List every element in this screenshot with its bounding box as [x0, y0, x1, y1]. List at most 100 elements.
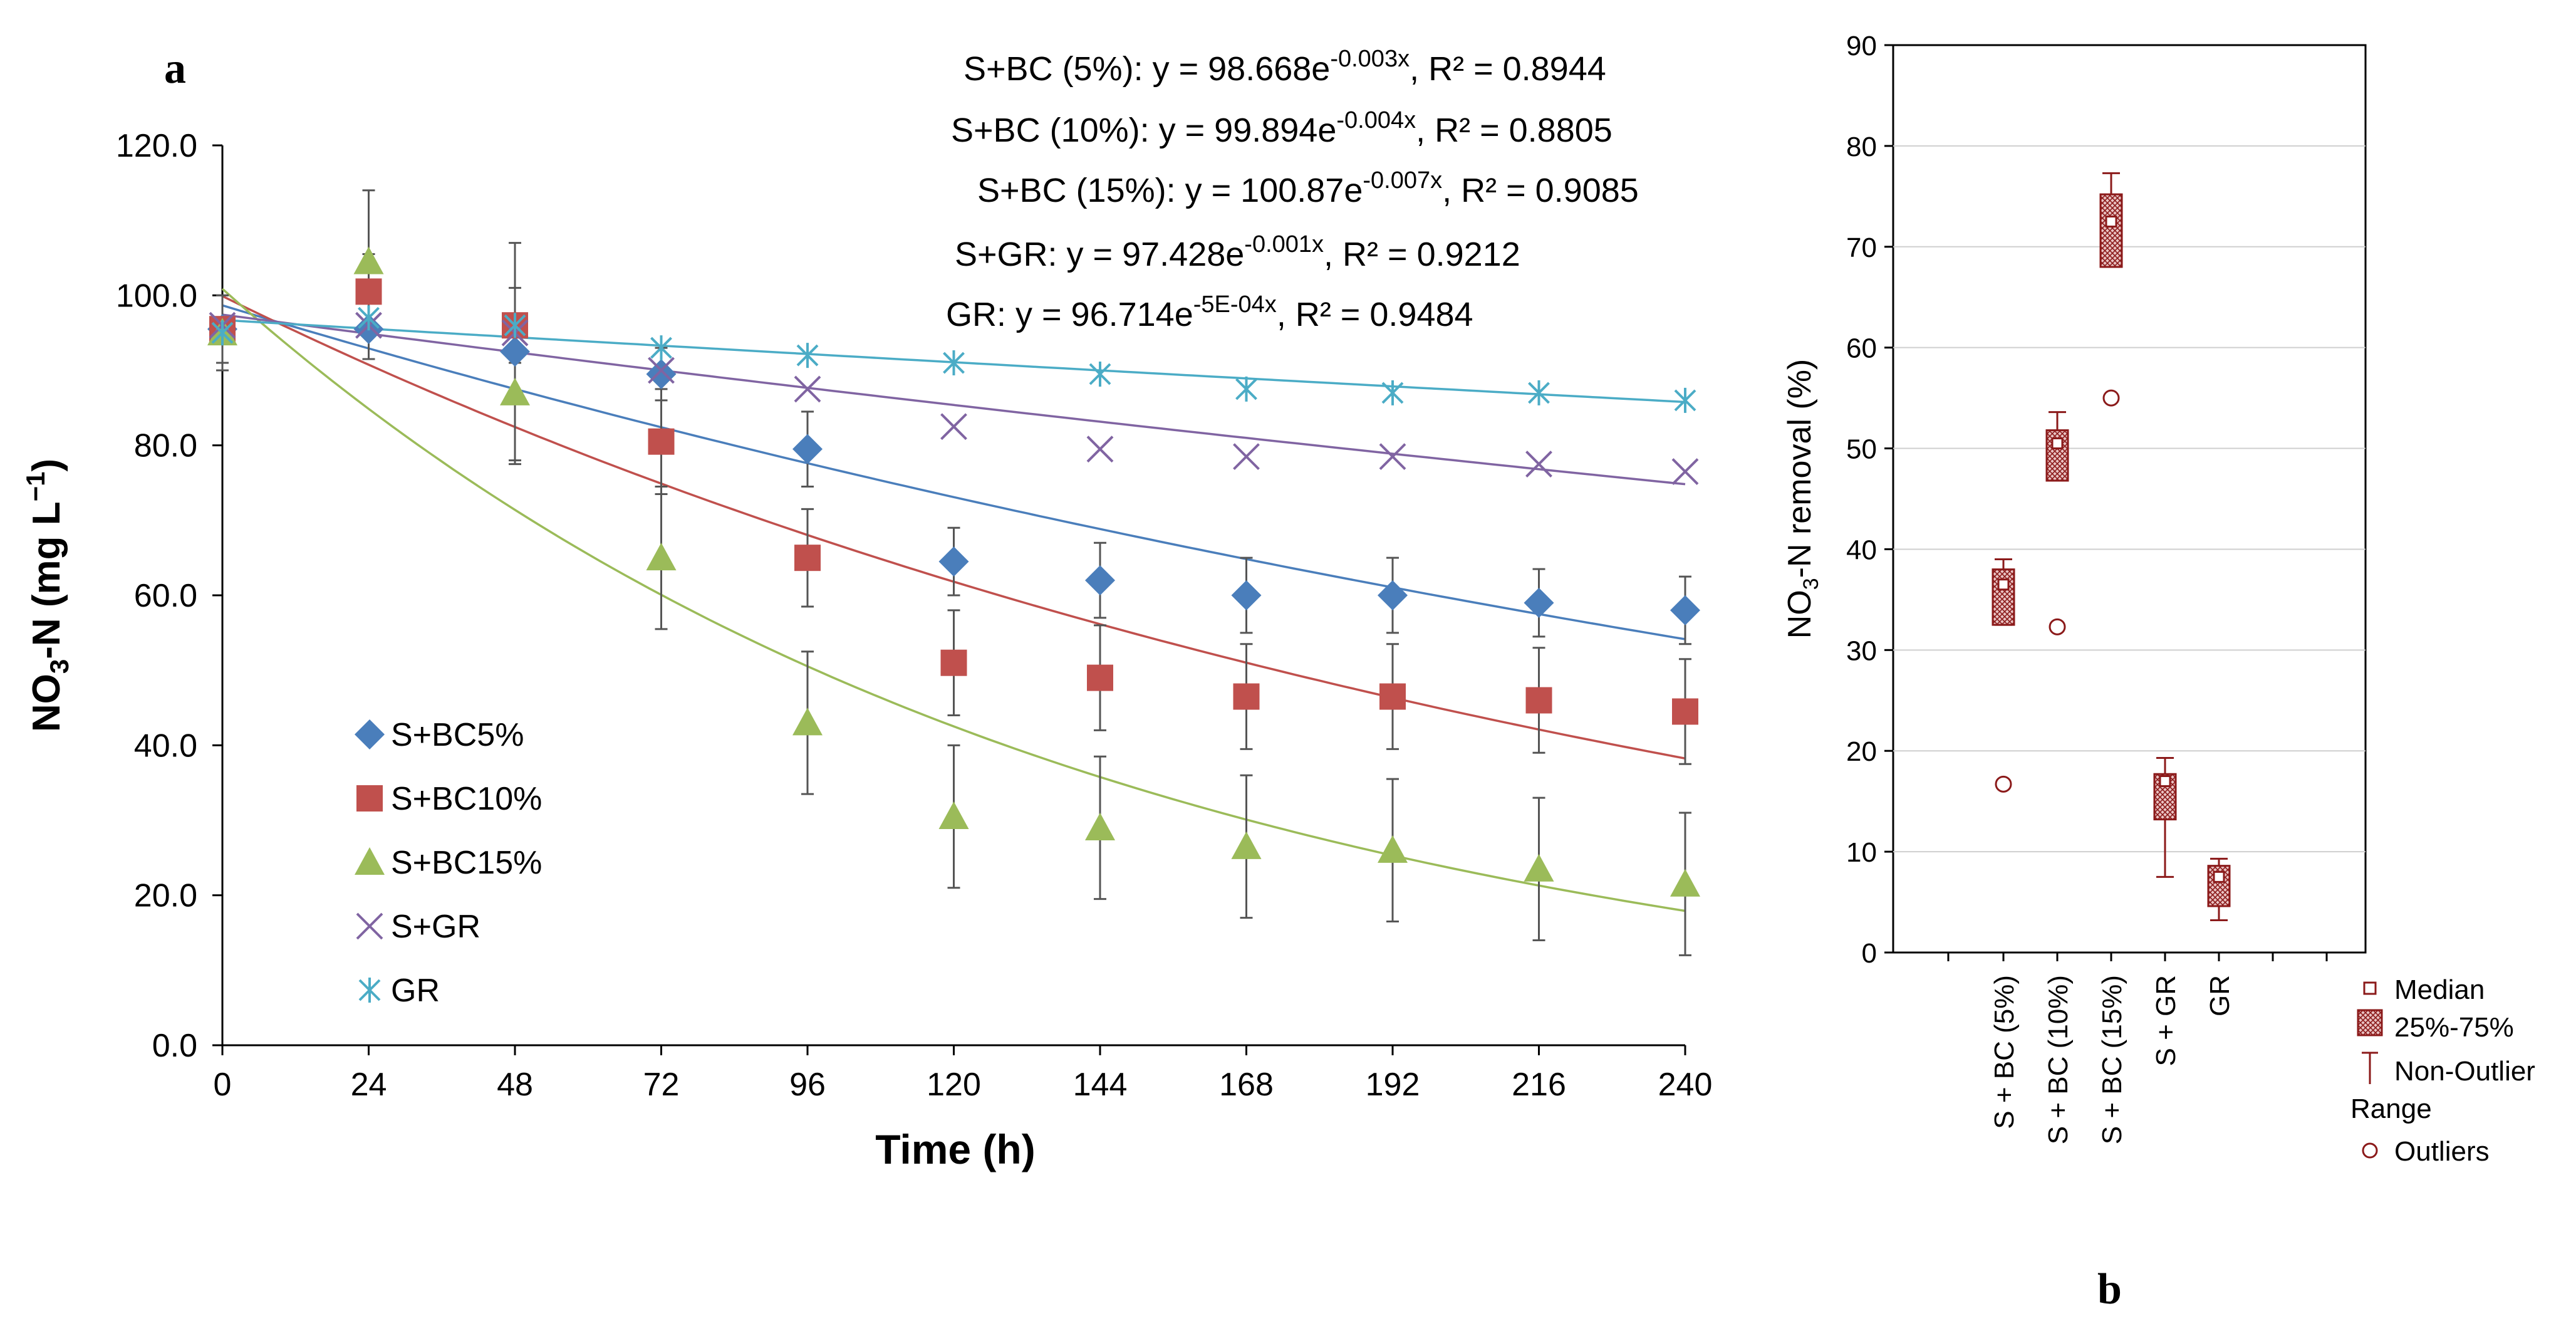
data-point-s-bc15-: [1231, 831, 1262, 859]
data-point-gr: [796, 343, 819, 368]
fit-curve-s-bc15-: [221, 288, 1686, 912]
x-axis-title: Time (h): [875, 1126, 1035, 1172]
box-median: [2105, 216, 2117, 228]
data-point-s-bc10-: [1525, 687, 1552, 714]
data-point-s-bc10-: [794, 545, 821, 572]
box-median: [2159, 775, 2171, 787]
data-point-s-bc5-: [500, 337, 530, 367]
legend-label-b: Range: [2350, 1094, 2432, 1124]
data-point-s-gr: [648, 357, 675, 384]
data-point-s-gr: [940, 413, 967, 441]
data-point-gr: [1674, 387, 1696, 413]
x-tick-label: 24: [351, 1067, 387, 1103]
box-iqr: [2153, 773, 2177, 821]
panel-b-label: b: [2097, 1265, 2122, 1313]
data-point-s-bc10-: [355, 278, 382, 305]
x-tick-label: 216: [1512, 1067, 1566, 1103]
fit-equation: S+BC (15%): y = 100.87e-0.007x, R² = 0.9…: [977, 167, 1639, 209]
data-point-s-bc15-: [1085, 812, 1115, 840]
data-point-s-bc15-: [646, 543, 677, 571]
legend-label: S+GR: [391, 909, 480, 945]
data-point-s-gr: [794, 375, 821, 403]
x-tick-label: 72: [643, 1067, 680, 1103]
data-point-s-bc5-: [1378, 580, 1408, 610]
box-outlier: [2102, 389, 2120, 407]
data-point-gr: [943, 350, 965, 376]
x-tick-label-b: S + BC (5%): [1989, 975, 2020, 1129]
legend-label: S+BC5%: [391, 717, 524, 753]
y-tick-label-b: 80: [1846, 132, 1877, 162]
y-tick-label-b: 30: [1846, 635, 1877, 666]
legend-label-b: Outliers: [2394, 1136, 2490, 1167]
data-point-gr: [1528, 380, 1550, 405]
x-axis-ticks: 0 24 48 72 96 120 144 168 192 216 240: [214, 1045, 1713, 1103]
y-tick-label: 80.0: [134, 428, 197, 464]
data-point-s-bc10-: [1233, 683, 1260, 710]
data-point-s-bc15-: [1670, 869, 1700, 897]
data-point-gr: [358, 305, 380, 331]
box-plots: [1992, 172, 2231, 922]
fit-curve-s-bc5-: [222, 304, 1686, 640]
x-tick-label-b: GR: [2205, 975, 2235, 1016]
legend-marker: [355, 847, 385, 875]
legend-median-symbol: [2363, 981, 2377, 995]
data-point-s-bc15-: [938, 801, 969, 830]
y-tick-label-b: 60: [1846, 333, 1877, 364]
x-tick-label: 0: [214, 1067, 232, 1103]
legend-outlier-symbol: [2362, 1142, 2378, 1159]
data-point-s-bc15-: [353, 246, 384, 274]
data-point-s-bc15-: [1378, 835, 1408, 863]
legend-marker: [356, 785, 383, 812]
data-point-s-bc10-: [1087, 664, 1113, 691]
y-tick-label-b: 50: [1846, 434, 1877, 465]
box-iqr: [2099, 193, 2123, 268]
data-point-s-bc5-: [1524, 587, 1554, 618]
x-tick-label-b: S + BC (10%): [2043, 975, 2074, 1144]
y-tick-label-b: 20: [1846, 736, 1877, 767]
x-tick-label: 240: [1658, 1067, 1713, 1103]
data-point-s-bc10-: [648, 428, 675, 455]
box-median: [1997, 578, 2010, 591]
legend-label: S+BC15%: [391, 845, 542, 881]
legend-label-b: Non-Outlier: [2394, 1056, 2535, 1087]
y-tick-label-b: 70: [1846, 232, 1877, 263]
plot-frame-b: [1892, 44, 2367, 954]
panel-a: a S+BC (5%): y = 98.668e-0.003x, R² = 0.…: [21, 44, 1712, 1172]
box-median: [2051, 437, 2064, 450]
panel-b: 0 10 20 30 40 50 60 70 80 90 S + BC (5%) S + BC (1…: [1782, 31, 2535, 1313]
fit-curve-s-gr: [222, 313, 1686, 486]
y-tick-label-b: 40: [1846, 535, 1877, 565]
panel-a-label: a: [164, 44, 186, 93]
legend-marker: [355, 719, 385, 749]
fit-equation: S+GR: y = 97.428e-0.001x, R² = 0.9212: [955, 231, 1520, 273]
data-point-gr: [1235, 376, 1257, 402]
data-point-s-gr: [1233, 443, 1260, 471]
fit-equation: GR: y = 96.714e-5E-04x, R² = 0.9484: [946, 291, 1473, 333]
data-point-s-bc5-: [792, 434, 823, 464]
data-point-s-bc10-: [940, 649, 967, 676]
y-tick-label: 120.0: [116, 128, 197, 164]
y-tick-label: 40.0: [134, 728, 197, 764]
y-tick-label-b: 0: [1862, 938, 1877, 969]
data-point-s-bc10-: [1672, 698, 1698, 725]
x-tick-label: 120: [927, 1067, 981, 1103]
data-point-s-gr: [1379, 443, 1406, 471]
data-point-gr: [650, 335, 672, 361]
y-axis-title-b: NO3-N removal (%): [1782, 359, 1823, 639]
box-outlier: [2049, 618, 2066, 635]
data-point-s-gr: [1525, 451, 1552, 478]
data-point-gr: [1381, 380, 1404, 405]
data-point-gr: [1089, 361, 1111, 387]
legend-box-symbol: [2357, 1009, 2383, 1036]
legend-label: GR: [391, 973, 440, 1009]
fit-equations: S+BC (5%): y = 98.668e-0.003x, R² = 0.89…: [946, 46, 1639, 333]
x-tick-label-b: S + GR: [2151, 975, 2181, 1067]
y-tick-label-b: 10: [1846, 837, 1877, 868]
legend-marker: [358, 978, 381, 1003]
y-tick-label-b: 90: [1846, 31, 1877, 61]
data-point-s-bc10-: [1379, 683, 1406, 710]
box-iqr: [1992, 568, 2015, 626]
data-point-s-bc15-: [1524, 853, 1554, 882]
y-tick-label: 100.0: [116, 278, 197, 314]
